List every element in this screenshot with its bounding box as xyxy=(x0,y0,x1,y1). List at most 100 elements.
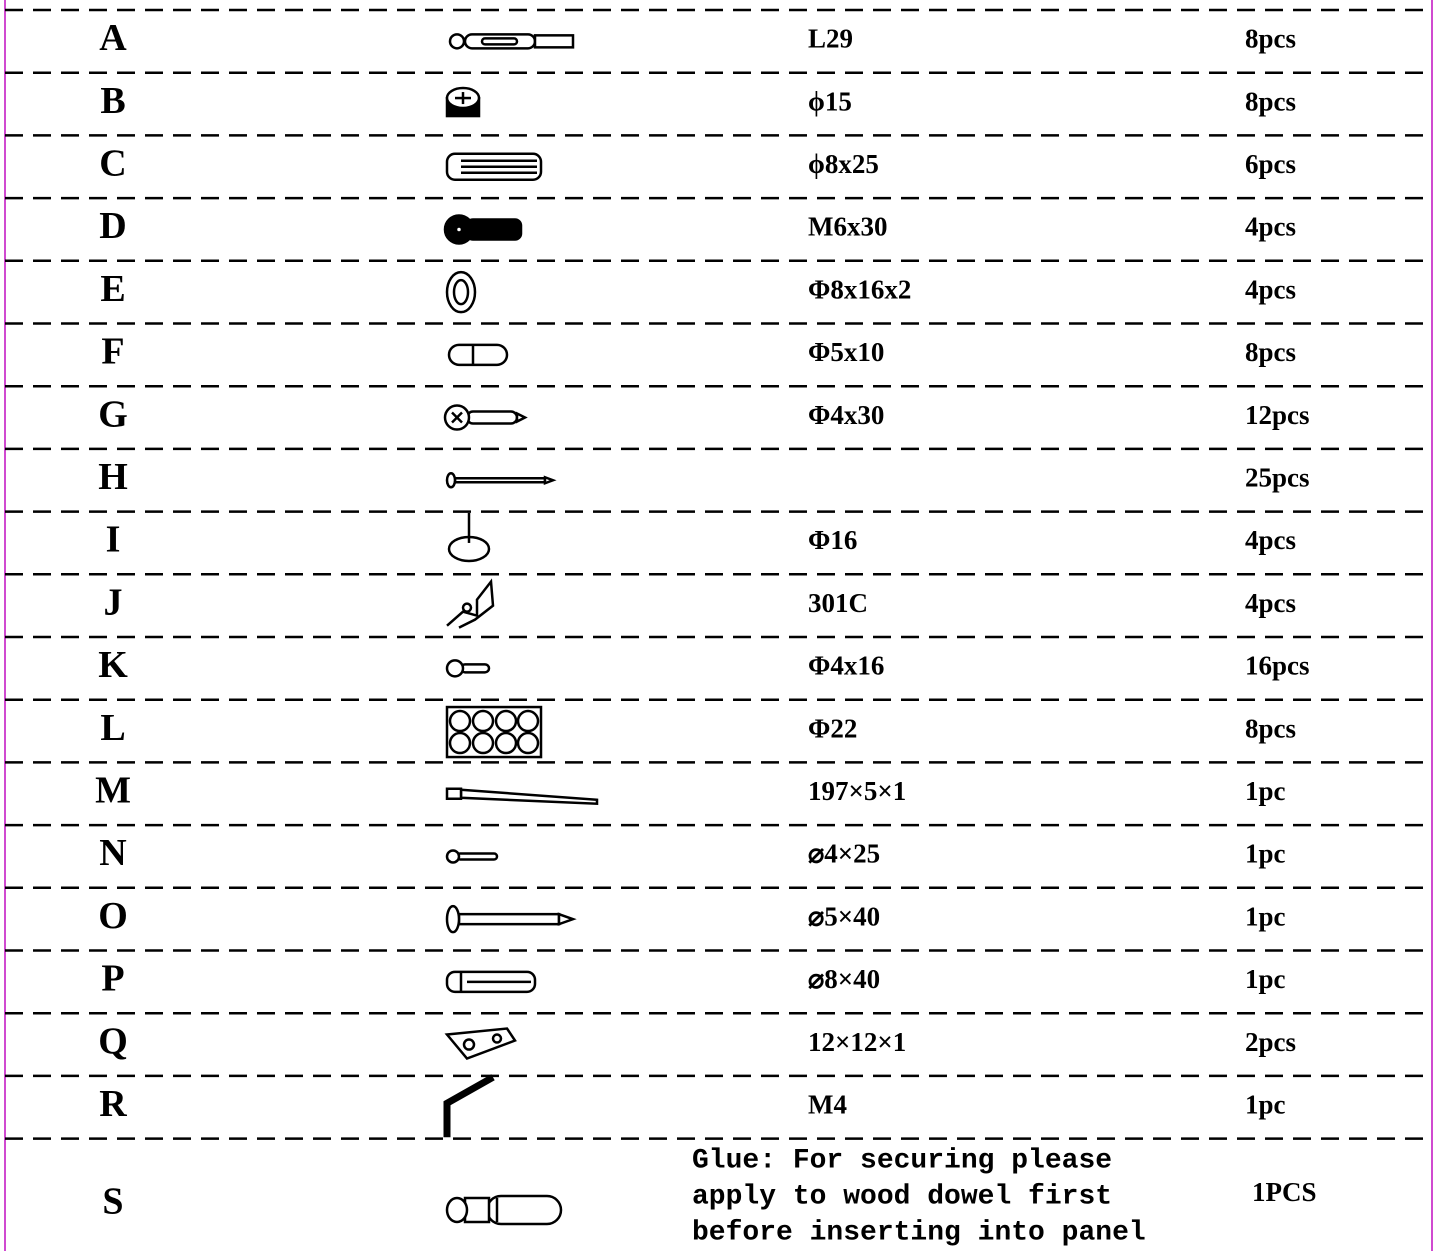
icon-shape xyxy=(463,1196,491,1224)
part-quantity: 6pcs xyxy=(1245,149,1296,179)
part-quantity: 1pc xyxy=(1245,1089,1286,1119)
icon-shape xyxy=(459,788,599,806)
part-icon xyxy=(447,512,491,563)
part-icon xyxy=(445,849,499,864)
icon-shape xyxy=(455,852,499,861)
part-icon xyxy=(444,1027,517,1061)
part-spec: ϕ15 xyxy=(808,86,852,116)
part-icon xyxy=(445,152,543,181)
icon-shape xyxy=(459,663,491,674)
part-quantity: 12pcs xyxy=(1245,400,1310,430)
part-letter: B xyxy=(100,80,125,122)
icon-shape xyxy=(445,472,457,489)
part-quantity: 1pc xyxy=(1245,839,1286,869)
part-icon xyxy=(445,904,577,934)
icon-shape xyxy=(445,904,461,934)
part-letter: N xyxy=(99,832,126,874)
icon-shape xyxy=(447,343,509,367)
part-spec: ⌀8×40 xyxy=(808,964,880,994)
part-letter: G xyxy=(98,393,128,435)
part-icon xyxy=(446,578,495,629)
part-quantity: 4pcs xyxy=(1245,274,1296,304)
icon-shape xyxy=(533,34,575,49)
part-quantity: 8pcs xyxy=(1245,86,1296,116)
part-spec: Φ4x30 xyxy=(808,400,884,430)
icon-shape xyxy=(494,731,518,755)
part-letter: H xyxy=(98,456,128,498)
part-spec: Φ8x16x2 xyxy=(808,274,911,304)
icon-shape xyxy=(445,1196,469,1224)
icon-shape xyxy=(444,1027,517,1061)
icon-shape xyxy=(543,475,557,486)
part-letter: Q xyxy=(98,1020,128,1062)
part-spec: 12×12×1 xyxy=(808,1027,906,1057)
part-quantity: 2pcs xyxy=(1245,1027,1296,1057)
icon-shape xyxy=(491,1033,503,1044)
part-letter: L xyxy=(100,707,125,749)
part-spec: ⌀5×40 xyxy=(808,901,880,931)
part-quantity: 16pcs xyxy=(1245,651,1310,681)
part-icon xyxy=(447,343,509,367)
icon-shape xyxy=(461,602,473,613)
part-quantity: 4pcs xyxy=(1245,588,1296,618)
icon-shape xyxy=(462,1038,476,1051)
icon-shape xyxy=(448,709,472,733)
part-icon xyxy=(445,1194,563,1226)
part-spec: Φ4x16 xyxy=(808,651,884,681)
part-spec: ϕ8x25 xyxy=(808,149,879,179)
part-letter: A xyxy=(99,17,127,59)
part-spec: Φ5x10 xyxy=(808,337,884,367)
icon-shape xyxy=(445,787,463,800)
part-quantity: 1pc xyxy=(1245,964,1286,994)
part-icon xyxy=(445,270,477,314)
part-spec: ⌀4×25 xyxy=(808,839,880,869)
part-quantity: 1pc xyxy=(1245,776,1286,806)
part-note: Glue: For securing please xyxy=(692,1145,1112,1176)
part-letter: M xyxy=(95,769,131,811)
part-icon xyxy=(443,404,528,431)
part-spec: Φ22 xyxy=(808,713,857,743)
icon-shape xyxy=(445,659,465,678)
part-letter: K xyxy=(98,644,128,686)
part-spec: L29 xyxy=(808,24,853,54)
part-icon xyxy=(445,86,481,118)
part-quantity: 4pcs xyxy=(1245,212,1296,242)
icon-shape xyxy=(515,411,528,424)
part-icon xyxy=(445,659,491,678)
icon-shape xyxy=(448,33,466,50)
icon-shape xyxy=(443,1074,495,1138)
part-spec: 197×5×1 xyxy=(808,776,906,806)
icon-shape xyxy=(516,731,540,755)
part-letter: C xyxy=(99,142,126,184)
part-letter: S xyxy=(102,1181,123,1223)
icon-shape xyxy=(557,912,577,926)
part-spec: 301C xyxy=(808,588,868,618)
part-spec: Φ16 xyxy=(808,525,857,555)
part-icon xyxy=(445,705,543,759)
part-note: before inserting into panel xyxy=(692,1217,1146,1248)
part-letter: J xyxy=(104,581,123,623)
part-quantity: 4pcs xyxy=(1245,525,1296,555)
icon-shape xyxy=(454,225,464,234)
icon-shape xyxy=(471,709,495,733)
icon-shape xyxy=(494,709,518,733)
part-letter: E xyxy=(100,268,125,310)
part-quantity: 8pcs xyxy=(1245,24,1296,54)
part-icon xyxy=(445,970,537,994)
part-quantity: 1PCS xyxy=(1252,1177,1317,1207)
part-icon xyxy=(445,472,557,489)
part-icon xyxy=(445,787,599,806)
icon-shape xyxy=(448,731,472,755)
part-letter: O xyxy=(98,895,128,937)
icon-shape xyxy=(453,477,547,484)
icon-shape xyxy=(471,731,495,755)
part-letter: D xyxy=(99,205,126,247)
part-icon xyxy=(448,33,575,50)
part-spec: M4 xyxy=(808,1089,847,1119)
icon-shape xyxy=(445,849,461,864)
part-letter: R xyxy=(99,1083,127,1125)
icon-shape xyxy=(465,218,523,241)
part-note: apply to wood dowel first xyxy=(692,1181,1112,1212)
